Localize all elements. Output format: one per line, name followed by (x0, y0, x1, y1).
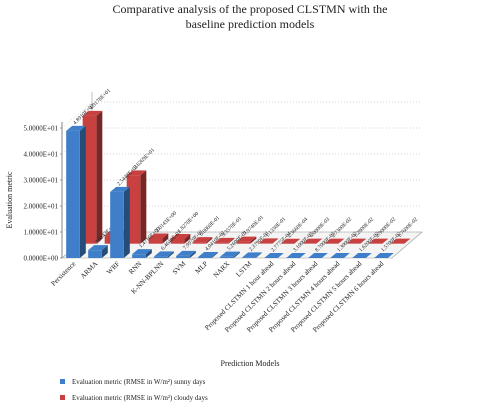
x-tick-label: RNN (127, 260, 143, 276)
chart-title: Comparative analysis of the proposed CLS… (112, 2, 388, 31)
bar-top (236, 236, 257, 242)
bar-side (343, 252, 350, 258)
x-tick-label: SVM (171, 259, 188, 276)
bar-top (82, 110, 103, 116)
bar-top (280, 238, 301, 244)
bar-side (338, 238, 345, 244)
bar (176, 255, 190, 258)
legend-swatch (60, 379, 65, 384)
bar-top (198, 251, 218, 257)
y-axis-title: Evaluation metric (5, 171, 14, 229)
bar (154, 256, 168, 258)
bar-side (167, 251, 174, 258)
bar (82, 115, 97, 244)
bar-top (132, 249, 152, 255)
bar-top (286, 252, 306, 258)
bar-side (96, 110, 103, 244)
bar-top (352, 252, 372, 258)
bar-top (110, 186, 130, 192)
bar-top (302, 238, 323, 244)
bar-top (264, 252, 284, 258)
bar-side (382, 238, 389, 244)
y-tick-label: 1.0000E+01 (24, 229, 59, 237)
x-axis-title: Prediction Models (221, 359, 280, 368)
x-tick-label: Persistence (49, 260, 77, 288)
bar-top (154, 251, 174, 257)
legend-label: Evaluation metric (RMSE in W/m²) cloudy … (72, 394, 208, 402)
bar-side (365, 252, 372, 258)
bar-side (211, 251, 218, 258)
bar-top (176, 250, 196, 256)
legend-swatch (60, 395, 65, 400)
bar (148, 238, 163, 244)
x-tick-label: MLP (194, 260, 210, 276)
bar-top (258, 238, 279, 244)
y-tick-label: 2.0000E+01 (24, 203, 59, 211)
bar-side (316, 238, 323, 244)
bar (236, 241, 251, 244)
bar-side (101, 245, 108, 258)
x-tick-label: NARX (212, 260, 232, 280)
bar (192, 242, 207, 244)
grid-line (61, 101, 93, 129)
bar-top (346, 238, 367, 244)
bar-top (390, 238, 411, 244)
bar-side (140, 170, 147, 244)
bar-side (294, 238, 301, 244)
bar-top (308, 252, 328, 258)
bar-side (387, 252, 394, 258)
bar-top (220, 251, 240, 257)
bar-side (299, 252, 306, 258)
bar (126, 175, 141, 244)
bar-top (242, 252, 262, 258)
bar-side (404, 238, 411, 244)
bar (214, 242, 229, 244)
bar (110, 191, 124, 258)
bar-top (324, 238, 345, 244)
bar-side (255, 252, 262, 258)
bar-top (126, 170, 147, 176)
bar-side (233, 251, 240, 258)
bar-side (360, 238, 367, 244)
y-tick-label: 0.0000E+00 (24, 255, 59, 263)
bar (220, 256, 234, 258)
bar-side (189, 250, 196, 258)
bar-side (250, 236, 257, 244)
bar (242, 257, 256, 258)
bar-top (88, 245, 108, 251)
legend-label: Evaluation metric (RMSE in W/m²) sunny d… (72, 378, 206, 386)
bar-top (330, 252, 350, 258)
x-tick-label: ARMA (79, 260, 100, 281)
bar-side (206, 237, 213, 244)
bar (88, 250, 102, 258)
x-tick-label: WRF (105, 260, 121, 276)
bar-top (66, 125, 86, 131)
bar (132, 254, 146, 258)
bar-side (277, 252, 284, 258)
bar-top (214, 237, 235, 243)
bar-side (123, 186, 130, 258)
bar (198, 256, 212, 258)
y-tick-label: 4.0000E+01 (24, 151, 59, 159)
bar-top (192, 237, 213, 243)
value-label: 1.8270E+00 (177, 211, 201, 235)
bar-side (145, 249, 152, 258)
bar (170, 238, 185, 244)
y-tick-label: 5.0000E+01 (24, 125, 59, 133)
bar-side (162, 233, 169, 244)
bar-top (368, 238, 389, 244)
bar-side (184, 233, 191, 244)
bar-side (272, 238, 279, 244)
bar-side (321, 252, 328, 258)
bar-side (228, 237, 235, 244)
bar-top (148, 233, 169, 239)
bar-top (170, 233, 191, 239)
bar (66, 130, 80, 258)
bar-top (374, 252, 394, 258)
x-tick-label: LSTM (235, 259, 254, 278)
y-tick-label: 3.0000E+01 (24, 177, 59, 185)
bar-side (79, 125, 86, 258)
